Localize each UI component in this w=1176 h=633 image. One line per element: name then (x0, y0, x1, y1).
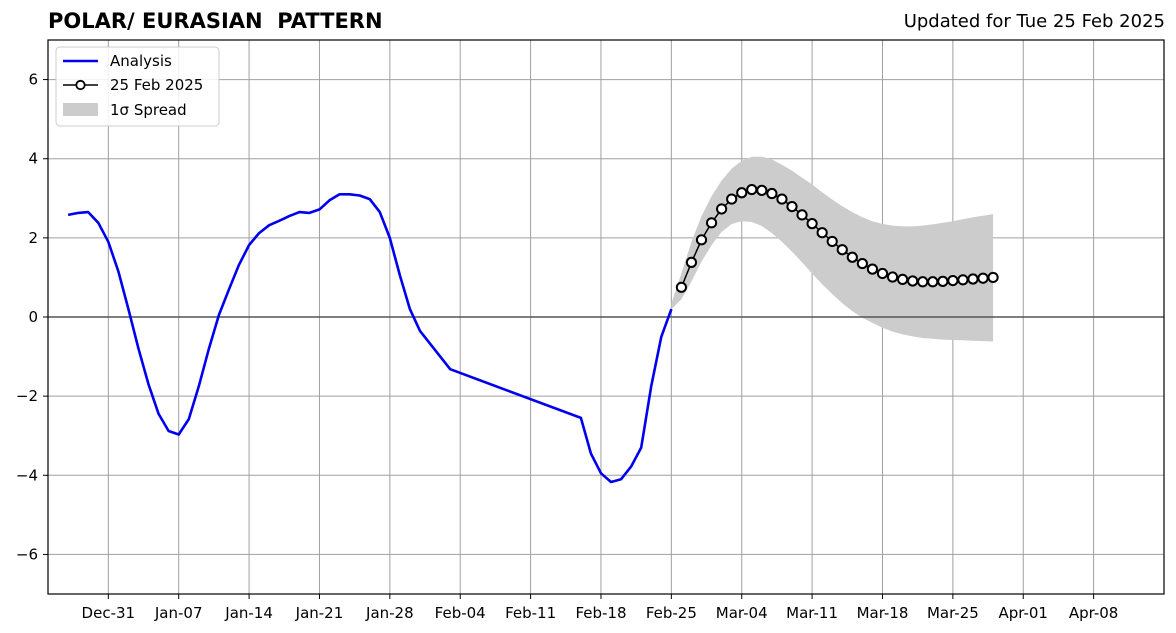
forecast-point (987, 271, 999, 284)
forecast-point (957, 274, 969, 286)
x-tick-label: Feb-11 (505, 604, 556, 622)
forecast-point (927, 276, 939, 288)
forecast-point (756, 184, 768, 196)
y-tick-label: 0 (28, 308, 38, 326)
spread-layer (671, 156, 994, 342)
x-tick-label: Jan-28 (365, 604, 414, 622)
x-tick-label: Feb-18 (575, 604, 626, 622)
forecast-point (726, 193, 738, 205)
x-tick-label: Mar-18 (857, 604, 909, 622)
forecast-point (866, 263, 879, 275)
forecast-point (856, 257, 868, 270)
y-tick-label: 2 (28, 229, 38, 247)
chart-subtitle: Updated for Tue 25 Feb 2025 (903, 11, 1165, 32)
forecast-point (907, 275, 919, 287)
forecast-point (967, 273, 979, 285)
x-tick-label: Dec-31 (82, 604, 136, 622)
analysis-line (67, 193, 673, 484)
forecast-point (746, 183, 758, 196)
x-tick-label: Mar-25 (927, 604, 979, 622)
forecast-point (786, 200, 798, 213)
legend-marker-forecast (75, 79, 86, 91)
forecast-point (695, 234, 708, 246)
forecast-point (937, 275, 949, 287)
forecast-point (736, 187, 748, 199)
chart-title: POLAR/ EURASIAN PATTERN (48, 9, 383, 33)
x-tick-label: Mar-04 (716, 604, 768, 622)
forecast-point (766, 187, 778, 200)
forecast-point (796, 209, 808, 221)
forecast-point (675, 281, 688, 293)
forecast-point (806, 218, 818, 230)
x-tick-label: Jan-14 (224, 604, 273, 622)
legend-label-forecast: 25 Feb 2025 (110, 76, 203, 94)
forecast-point (716, 203, 728, 215)
x-tick-label: Jan-07 (154, 604, 203, 622)
forecast-point (876, 267, 889, 280)
x-tick-label: Feb-25 (646, 604, 697, 622)
x-tick-label: Feb-04 (435, 604, 486, 622)
x-tick-label: Apr-01 (998, 604, 1048, 622)
y-tick-label: 6 (28, 71, 38, 89)
forecast-point (846, 251, 858, 263)
forecast-point (685, 256, 698, 268)
forecast-point (977, 272, 989, 284)
x-tick-label: Mar-11 (786, 604, 838, 622)
y-tick-label: −4 (16, 466, 38, 484)
forecast-point (917, 276, 929, 288)
spread-band (671, 156, 994, 342)
legend: Analysis 25 Feb 2025 1σ Spread (55, 46, 220, 127)
forecast-point (947, 274, 959, 287)
plot-frame (47, 39, 1165, 595)
x-tick-label: Jan-21 (295, 604, 344, 622)
legend-swatch-spread (63, 103, 98, 116)
legend-label-spread: 1σ Spread (110, 101, 187, 119)
forecast-point (826, 235, 838, 248)
forecast-point (836, 244, 848, 256)
series-layer (67, 183, 999, 484)
axes-layer: Dec-31 Jan-07 Jan-14 Jan-21 Jan-28 Feb-04 Feb-… (16, 39, 1165, 622)
forecast-point (816, 227, 828, 239)
legend-label-analysis: Analysis (110, 52, 172, 70)
forecast-point (886, 271, 899, 283)
y-tick-label: 4 (28, 150, 38, 168)
x-tick-label: Apr-08 (1069, 604, 1119, 622)
y-tick-label: −6 (16, 545, 38, 563)
forecast-point (896, 273, 909, 286)
forecast-point (776, 193, 788, 205)
forecast-point (705, 217, 718, 229)
y-tick-label: −2 (16, 387, 38, 405)
